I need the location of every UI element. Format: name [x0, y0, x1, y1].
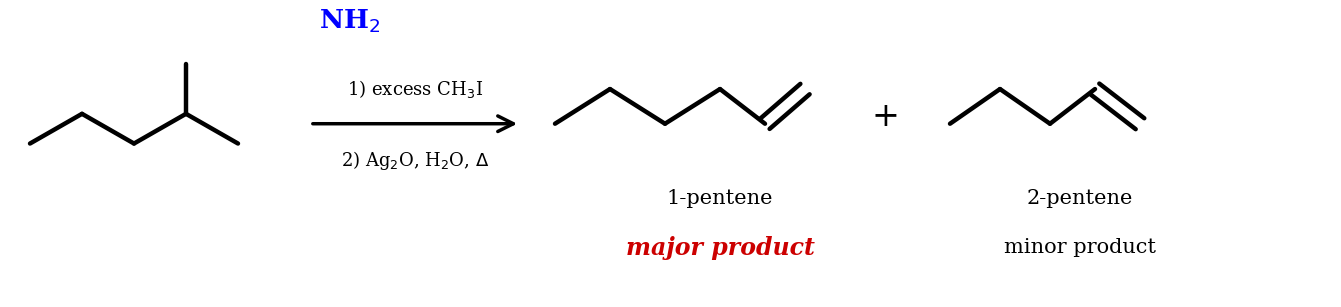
Text: +: +	[872, 101, 898, 133]
Text: 1) excess CH$_3$I: 1) excess CH$_3$I	[347, 78, 483, 100]
Text: 1-pentene: 1-pentene	[666, 188, 774, 208]
Text: NH$_2$: NH$_2$	[319, 7, 381, 35]
Text: 2) Ag$_2$O, H$_2$O, $\Delta$: 2) Ag$_2$O, H$_2$O, $\Delta$	[341, 149, 489, 172]
Text: minor product: minor product	[1004, 238, 1156, 257]
Text: major product: major product	[625, 235, 814, 259]
Text: 2-pentene: 2-pentene	[1027, 188, 1133, 208]
